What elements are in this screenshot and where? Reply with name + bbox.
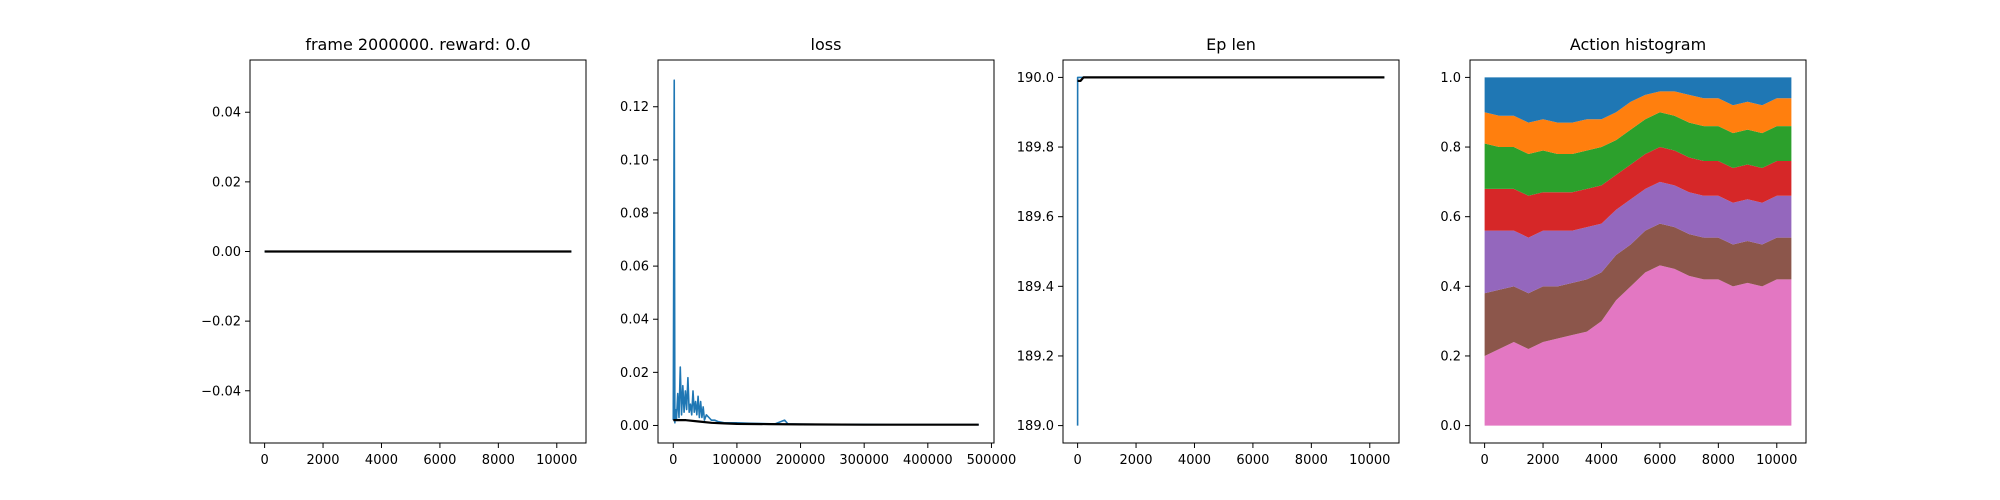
x-tick-label: 2000 (1526, 453, 1559, 468)
y-tick-label: 189.8 (1017, 141, 1054, 156)
x-tick-label: 2000 (1119, 453, 1152, 468)
y-tick-label: 1.0 (1440, 71, 1461, 86)
y-tick-label: 0.02 (620, 366, 649, 381)
y-tick-label: 189.4 (1017, 280, 1054, 295)
chart-title: frame 2000000. reward: 0.0 (305, 35, 530, 54)
area-series-7 (1484, 77, 1792, 123)
x-tick-label: 6000 (1643, 453, 1676, 468)
y-tick-label: 0.8 (1440, 141, 1461, 156)
area-series-4 (1484, 147, 1792, 238)
x-tick-label: 8000 (482, 453, 515, 468)
x-tick-label: 10000 (536, 453, 577, 468)
area-series-2 (1484, 223, 1792, 356)
y-tick-label: 0.12 (620, 100, 649, 115)
area-series-5 (1484, 112, 1792, 196)
area-series-3 (1484, 181, 1792, 294)
area-series-1 (1484, 265, 1792, 426)
y-tick-label: 0.00 (620, 419, 649, 434)
chart-title: loss (811, 35, 842, 54)
y-tick-label: 0.00 (212, 245, 241, 260)
y-tick-label: 189.0 (1017, 419, 1054, 434)
plot-area (1076, 76, 1385, 426)
area-series-6 (1484, 91, 1792, 155)
x-tick-label: 400000 (903, 453, 953, 468)
x-tick-label: 200000 (776, 453, 826, 468)
y-tick-label: −0.02 (201, 315, 241, 330)
chart-title: Action histogram (1570, 35, 1706, 54)
x-tick-label: 0 (669, 453, 677, 468)
subplot-4: 0 2000 4000 6000 8000 10000 0.0 0.2 0.4 0.6 0.8 1.0… (1440, 35, 1807, 468)
y-tick-label: 0.4 (1440, 280, 1461, 295)
plot-area (672, 79, 979, 426)
line-series-2 (1077, 76, 1385, 82)
y-tick-label: 189.6 (1017, 210, 1054, 225)
y-tick-label: 0.02 (212, 175, 241, 190)
line-series-1 (672, 79, 979, 426)
x-tick-label: 8000 (1702, 453, 1735, 468)
x-tick-label: 10000 (1756, 453, 1797, 468)
plot-area (1484, 77, 1792, 426)
x-tick-label: 4000 (1178, 453, 1211, 468)
x-tick-label: 4000 (365, 453, 398, 468)
y-tick-label: 0.04 (212, 106, 241, 121)
chart-title: Ep len (1206, 35, 1256, 54)
y-tick-label: −0.04 (201, 384, 241, 399)
y-tick-label: 0.2 (1440, 349, 1461, 364)
y-tick-label: 0.06 (620, 260, 649, 275)
x-tick-label: 500000 (967, 453, 1017, 468)
line-series-2 (673, 419, 979, 426)
y-tick-label: 0.08 (620, 206, 649, 221)
x-tick-label: 2000 (306, 453, 339, 468)
axes-frame (657, 59, 995, 444)
y-tick-label: 0.10 (620, 153, 649, 168)
subplot-3: 0 2000 4000 6000 8000 10000 189.0 189.2 189.4 189… (1017, 35, 1400, 468)
x-tick-label: 4000 (1585, 453, 1618, 468)
x-tick-label: 6000 (423, 453, 456, 468)
x-tick-label: 6000 (1236, 453, 1269, 468)
y-tick-label: 189.2 (1017, 349, 1054, 364)
x-tick-label: 100000 (712, 453, 762, 468)
subplot-2: 0 100000 200000 300000 400000 500000 0.00 0.02 0… (620, 35, 1016, 468)
subplot-1: 0 2000 4000 6000 8000 10000 −0.04 −0.02 0.00 0.02… (201, 35, 587, 468)
y-tick-label: 0.04 (620, 313, 649, 328)
subplots: 0 2000 4000 6000 8000 10000−0.04−0.020.000.02… (201, 35, 1807, 468)
x-tick-label: 8000 (1295, 453, 1328, 468)
x-tick-label: 300000 (839, 453, 889, 468)
y-tick-label: 190.0 (1017, 71, 1054, 86)
axes-frame (1062, 59, 1400, 444)
x-tick-label: 10000 (1349, 453, 1390, 468)
x-tick-label: 0 (1480, 453, 1488, 468)
x-tick-label: 0 (260, 453, 268, 468)
y-tick-label: 0.0 (1440, 419, 1461, 434)
y-tick-label: 0.6 (1440, 210, 1461, 225)
axes-frame (1469, 59, 1807, 444)
x-tick-label: 0 (1073, 453, 1081, 468)
